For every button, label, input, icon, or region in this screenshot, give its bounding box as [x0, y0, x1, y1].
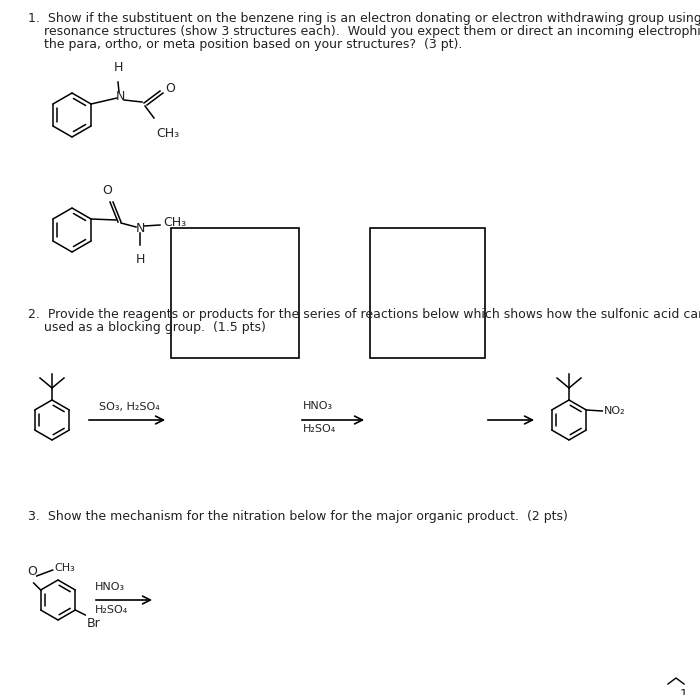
Text: CH₃: CH₃ — [55, 563, 76, 573]
Text: Br: Br — [86, 617, 100, 630]
Text: H₂SO₄: H₂SO₄ — [303, 424, 336, 434]
Text: SO₃, H₂SO₄: SO₃, H₂SO₄ — [99, 402, 160, 412]
Text: 3.  Show the mechanism for the nitration below for the major organic product.  (: 3. Show the mechanism for the nitration … — [28, 510, 568, 523]
Text: resonance structures (show 3 structures each).  Would you expect them or direct : resonance structures (show 3 structures … — [28, 25, 700, 38]
Text: H: H — [135, 253, 145, 266]
Text: HNO₃: HNO₃ — [95, 582, 125, 592]
Text: NO₂: NO₂ — [604, 406, 626, 416]
Bar — [370, 228, 485, 358]
Text: the para, ortho, or meta position based on your structures?  (3 pt).: the para, ortho, or meta position based … — [28, 38, 463, 51]
Text: N: N — [135, 222, 145, 234]
Text: H₂SO₄: H₂SO₄ — [95, 605, 128, 615]
Text: H: H — [113, 61, 122, 74]
Text: HNO₃: HNO₃ — [303, 401, 333, 411]
Text: 1.  Show if the substituent on the benzene ring is an electron donating or elect: 1. Show if the substituent on the benzen… — [28, 12, 700, 25]
Text: CH₃: CH₃ — [163, 215, 186, 229]
Text: used as a blocking group.  (1.5 pts): used as a blocking group. (1.5 pts) — [28, 321, 266, 334]
Text: N: N — [116, 90, 125, 104]
Text: O: O — [102, 184, 112, 197]
Text: 1: 1 — [680, 688, 688, 695]
Text: O: O — [165, 81, 175, 95]
Bar — [171, 228, 299, 358]
Text: CH₃: CH₃ — [156, 127, 179, 140]
Text: 2.  Provide the reagents or products for the series of reactions below which sho: 2. Provide the reagents or products for … — [28, 308, 700, 321]
Text: O: O — [28, 565, 38, 578]
